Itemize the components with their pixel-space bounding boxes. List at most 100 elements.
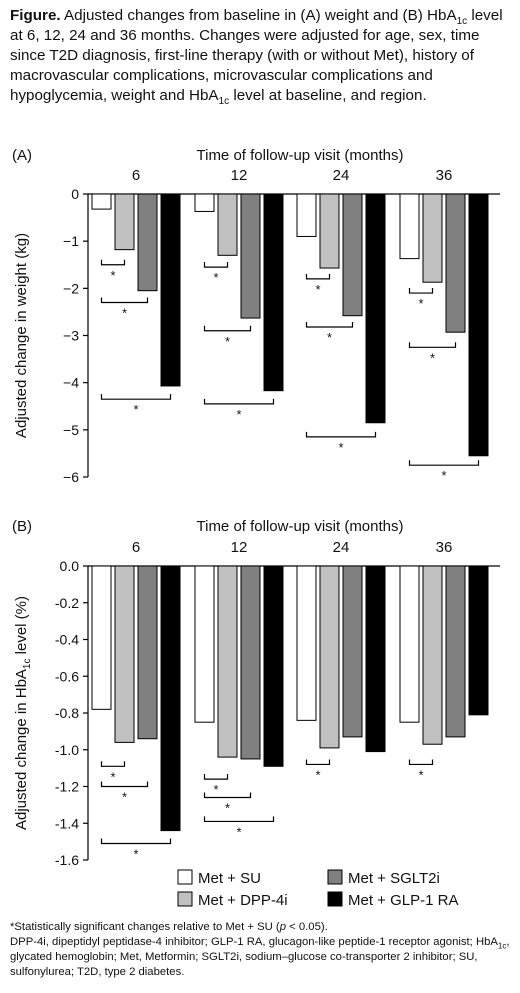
footnote-p: p: [279, 921, 286, 933]
category-label: 24: [333, 167, 350, 184]
significance-bracket: [203, 262, 229, 268]
legend-swatch: [327, 869, 343, 885]
significance-star: *: [225, 801, 230, 816]
significance-star: *: [225, 334, 230, 349]
significance-star: *: [418, 296, 423, 311]
legend-label: Met + SGLT2i: [348, 870, 440, 887]
bar: [91, 565, 112, 710]
significance-bracket: [100, 297, 149, 304]
y-axis-label-tail: level (%): [13, 596, 30, 659]
significance-star: *: [236, 824, 241, 839]
legend-swatch: [177, 869, 193, 885]
caption-text-a: Adjusted changes from baseline in (A) we…: [60, 7, 457, 24]
significance-star: *: [122, 305, 127, 320]
chart-title: Time of follow-up visit (months): [197, 518, 404, 535]
legend-label: Met + SU: [198, 870, 261, 887]
abbreviations-footnote: DPP-4i, dipeptidyl peptidase-4 inhibitor…: [10, 935, 515, 980]
category-label: 12: [231, 167, 248, 184]
category-label: 6: [132, 167, 140, 184]
legend-swatch: [177, 891, 193, 907]
caption-text-b: level at 6, 12, 24 and 36 months. Change…: [10, 7, 503, 104]
significance-bracket: [408, 342, 457, 348]
category-label: 24: [333, 539, 350, 556]
significance-star: *: [315, 767, 320, 782]
footnote-abbr-sub: 1c: [497, 941, 507, 951]
significance-star: *: [213, 782, 218, 797]
bar: [342, 565, 363, 738]
bar: [399, 193, 420, 260]
bar: [422, 565, 443, 745]
significance-star: *: [430, 350, 435, 365]
significance-star: *: [236, 407, 241, 422]
bar: [422, 193, 443, 283]
y-axis-label-main: Adjusted change in HbA: [13, 669, 30, 830]
panel-label: (B): [12, 518, 32, 535]
y-tick-label: 0: [71, 186, 79, 202]
y-tick-label: -0.4: [55, 632, 79, 648]
y-tick-label: -1.4: [55, 815, 79, 831]
significance-star: *: [315, 282, 320, 297]
y-tick-label: -0.6: [55, 668, 79, 684]
footnote-sig-b: < 0.05).: [285, 921, 328, 933]
bar: [137, 193, 158, 292]
bar: [194, 565, 215, 723]
category-label: 12: [231, 539, 248, 556]
significance-bracket: [100, 838, 172, 845]
footnotes: *Statistically significant changes relat…: [10, 920, 515, 980]
significance-star: *: [122, 790, 127, 805]
bar: [240, 565, 261, 760]
significance-bracket: [100, 259, 126, 266]
bar: [445, 565, 466, 738]
bar: [160, 193, 181, 387]
bar: [114, 193, 135, 251]
y-axis-label-subscript: 1c: [22, 659, 33, 670]
bar: [445, 193, 466, 333]
significance-bracket: [100, 394, 172, 400]
bar: [296, 565, 317, 721]
bar: [114, 565, 135, 743]
bar: [160, 565, 181, 832]
significance-star: *: [327, 330, 332, 345]
significance-bracket: [305, 759, 331, 766]
bar: [468, 193, 489, 457]
significance-bracket: [408, 288, 434, 294]
bar: [137, 565, 158, 740]
footnote-abbr-b: , glycated hemoglobin; Met, Metformin; S…: [10, 936, 510, 978]
significance-bracket: [408, 759, 434, 766]
y-tick-label: -0.8: [55, 705, 79, 721]
y-axis-label-main: Adjusted change in weight (kg): [13, 233, 30, 438]
y-tick-label: -1.2: [55, 779, 79, 795]
bar: [319, 565, 340, 749]
y-tick-label: -0.2: [55, 595, 79, 611]
footnote-sig-a: *Statistically significant changes relat…: [10, 921, 280, 933]
bar: [217, 193, 238, 256]
figure-caption: Figure. Adjusted changes from baseline i…: [10, 6, 510, 107]
bar: [263, 193, 284, 392]
y-tick-label: -1.0: [55, 742, 79, 758]
bar: [240, 193, 261, 319]
significance-star: *: [213, 270, 218, 285]
y-tick-label: −6: [63, 469, 79, 485]
significance-bracket: [305, 273, 331, 280]
y-tick-label: −3: [63, 328, 79, 344]
footnote-abbr-a: DPP-4i, dipeptidyl peptidase-4 inhibitor…: [10, 936, 498, 948]
y-axis-label: Adjusted change in HbA1c level (%): [13, 596, 33, 830]
bar: [263, 565, 284, 767]
significance-bracket: [100, 781, 149, 788]
y-tick-label: -1.6: [55, 852, 79, 868]
significance-bracket: [203, 792, 252, 799]
bar: [319, 193, 340, 269]
bar: [365, 565, 386, 753]
legend-label: Met + DPP-4i: [198, 892, 288, 909]
category-label: 6: [132, 539, 140, 556]
bar: [217, 565, 238, 758]
bar: [194, 193, 215, 212]
significance-star: *: [110, 769, 115, 784]
significance-bracket: [203, 398, 275, 405]
caption-subscript: 1c: [456, 16, 468, 28]
y-tick-label: 0.0: [60, 558, 80, 574]
significance-bracket: [203, 816, 275, 823]
significance-star: *: [133, 846, 138, 861]
legend-label: Met + GLP-1 RA: [348, 892, 458, 909]
legend-swatch: [327, 891, 343, 907]
